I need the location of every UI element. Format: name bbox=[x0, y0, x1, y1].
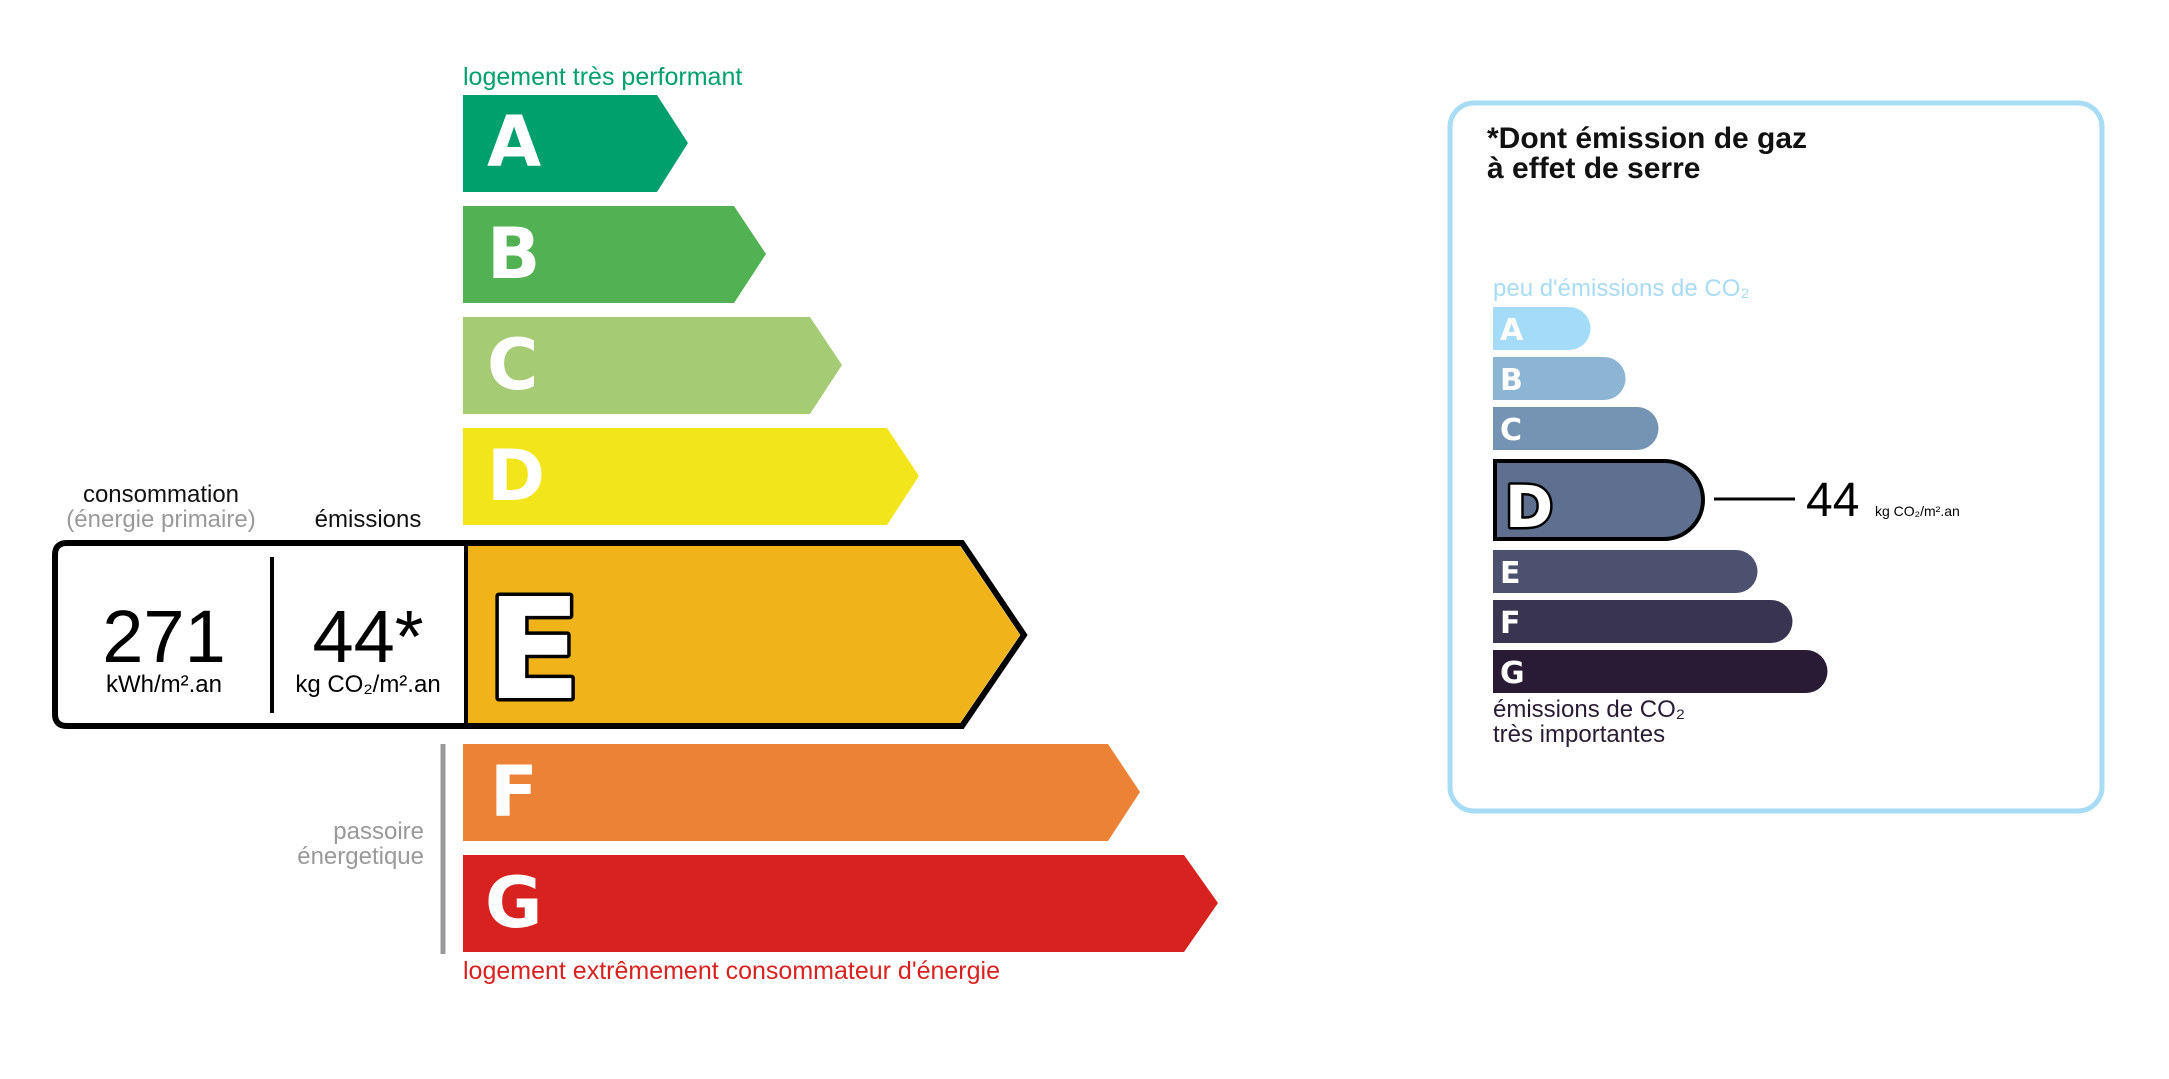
consumption-subheader: (énergie primaire) bbox=[66, 506, 255, 533]
energy-class-g: G bbox=[463, 855, 1218, 952]
ghg-title-line1: *Dont émission de gaz bbox=[1487, 122, 1807, 155]
ghg-bar-g bbox=[1493, 650, 1828, 693]
letter-a: A bbox=[487, 101, 541, 183]
ghg-class-a: A bbox=[1493, 307, 1591, 350]
ghg-letter-d: D bbox=[1505, 473, 1553, 541]
energy-class-a: A bbox=[463, 95, 688, 192]
ghg-class-e: E bbox=[1493, 550, 1758, 593]
energy-class-e-current: 271 kWh/m².an 44* kg CO₂/m².an E bbox=[52, 540, 1028, 736]
passoire-label-line1: passoire bbox=[333, 818, 424, 845]
bar-b bbox=[463, 206, 766, 303]
bar-f bbox=[463, 744, 1140, 841]
consumption-value: 271 bbox=[102, 595, 225, 678]
ghg-letter-g: G bbox=[1500, 656, 1525, 691]
ghg-class-f: F bbox=[1493, 600, 1793, 643]
ghg-class-b: B bbox=[1493, 357, 1626, 400]
consumption-unit: kWh/m².an bbox=[106, 671, 222, 698]
ghg-unit: kg CO₂/m².an bbox=[1875, 503, 1960, 519]
ghg-title-line2: à effet de serre bbox=[1487, 152, 1700, 185]
energy-class-d: D bbox=[463, 428, 919, 525]
ghg-top-label: peu d'émissions de CO₂ bbox=[1493, 275, 1750, 302]
bottom-label: logement extrêmement consommateur d'éner… bbox=[463, 957, 1000, 985]
letter-d: D bbox=[487, 435, 545, 517]
ghg-bar-f bbox=[1493, 600, 1793, 643]
passoire-label-line2: énergetique bbox=[297, 843, 424, 870]
bar-d bbox=[463, 428, 919, 525]
letter-b: B bbox=[487, 213, 540, 295]
letter-e-current: E bbox=[486, 569, 582, 732]
ghg-bar-b bbox=[1493, 357, 1626, 400]
consumption-header: consommation bbox=[83, 481, 239, 508]
emissions-header: émissions bbox=[315, 506, 422, 533]
energy-class-f: F bbox=[463, 744, 1140, 841]
bar-a bbox=[463, 95, 688, 192]
top-label: logement très performant bbox=[463, 63, 742, 91]
bar-g bbox=[463, 855, 1218, 952]
ghg-bar-d bbox=[1493, 459, 1705, 541]
ghg-bar-e bbox=[1493, 550, 1758, 593]
letter-g: G bbox=[485, 862, 542, 944]
ghg-bottom-line2: très importantes bbox=[1493, 721, 1665, 748]
ghg-letter-b: B bbox=[1500, 363, 1523, 398]
ghg-letter-c: C bbox=[1500, 413, 1522, 448]
ghg-class-d-current: D 44 kg CO₂/m².an bbox=[1493, 459, 1960, 544]
ghg-bar-a bbox=[1493, 307, 1591, 350]
ghg-letter-f: F bbox=[1500, 606, 1521, 641]
ghg-value: 44 bbox=[1806, 474, 1859, 527]
ghg-bottom-line1: émissions de CO₂ bbox=[1493, 696, 1685, 723]
emissions-value: 44* bbox=[312, 595, 423, 678]
ghg-letter-e: E bbox=[1500, 556, 1521, 591]
energy-class-c: C bbox=[463, 317, 842, 414]
letter-f: F bbox=[490, 751, 538, 833]
ghg-bar-c bbox=[1493, 407, 1659, 450]
ghg-class-c: C bbox=[1493, 407, 1659, 450]
ghg-letter-a: A bbox=[1500, 313, 1524, 348]
emissions-unit: kg CO₂/m².an bbox=[295, 671, 440, 698]
energy-class-b: B bbox=[463, 206, 766, 303]
bar-e bbox=[466, 546, 1020, 723]
ghg-class-g: G bbox=[1493, 650, 1828, 693]
bar-c bbox=[463, 317, 842, 414]
letter-c: C bbox=[487, 324, 538, 406]
